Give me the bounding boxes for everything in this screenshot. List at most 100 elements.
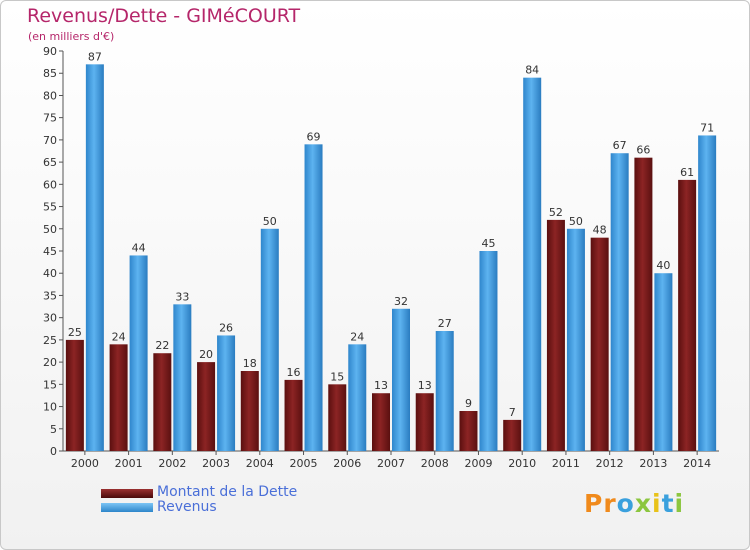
x-tick-label: 2002	[158, 457, 186, 470]
y-tick-label: 85	[43, 67, 57, 80]
x-tick-label: 2012	[596, 457, 624, 470]
logo-letter: i	[674, 489, 685, 518]
x-tick-label: 2000	[71, 457, 99, 470]
bar-debt	[590, 237, 609, 451]
value-label-debt: 13	[374, 379, 388, 392]
value-label-revenus: 87	[88, 50, 102, 63]
legend-swatch-debt	[101, 489, 153, 498]
bar-revenus	[654, 273, 673, 451]
value-label-debt: 52	[549, 206, 563, 219]
bar-debt	[678, 179, 697, 451]
value-label-debt: 22	[155, 339, 169, 352]
y-tick-label: 0	[50, 445, 57, 458]
value-labels: 25 87 24 44 22 33 20 26 18 50 16 69 15 24 13 32 13 27 9 45 7…	[68, 50, 714, 419]
bar-debt	[503, 419, 522, 451]
legend-label-revenus: Revenus	[157, 499, 217, 515]
x-tick-label: 2008	[421, 457, 449, 470]
x-tick-label: 2011	[552, 457, 580, 470]
chart-subtitle: (en milliers d'€)	[28, 30, 115, 43]
y-tick-label: 20	[43, 356, 57, 369]
bar-debt	[240, 371, 259, 451]
value-label-revenus: 50	[263, 215, 277, 228]
logo-letter: x	[634, 489, 652, 518]
y-tick-label: 15	[43, 378, 57, 391]
bar-revenus	[392, 308, 410, 451]
y-tick-label: 25	[43, 334, 57, 347]
bars	[65, 64, 717, 452]
bar-revenus	[173, 304, 192, 451]
bar-revenus	[479, 251, 498, 451]
x-tick-label: 2010	[508, 457, 536, 470]
value-label-debt: 7	[509, 406, 516, 419]
y-tick-label: 70	[43, 134, 57, 147]
y-tick-label: 60	[43, 178, 57, 191]
bar-debt	[328, 384, 347, 451]
bar-debt	[634, 157, 653, 451]
value-label-revenus: 32	[394, 295, 408, 308]
x-tick-label: 2005	[290, 457, 318, 470]
value-label-debt: 13	[418, 379, 432, 392]
value-label-revenus: 50	[569, 215, 583, 228]
bar-revenus	[610, 153, 629, 451]
bar-debt	[153, 353, 172, 451]
value-label-revenus: 45	[481, 237, 495, 250]
axes: 0 5 10 15 20 25 30 35 40 45 50 55 60 65 70 75 80 85 90 2000…	[43, 45, 719, 470]
bar-revenus	[348, 344, 367, 451]
bar-debt	[65, 339, 84, 451]
proxiti-logo: Proxiti	[584, 489, 684, 518]
value-label-debt: 24	[112, 330, 126, 343]
y-tick-label: 10	[43, 401, 57, 414]
x-tick-label: 2013	[639, 457, 667, 470]
value-label-revenus: 71	[700, 121, 714, 134]
value-label-revenus: 27	[438, 317, 452, 330]
bar-revenus	[217, 335, 236, 451]
bar-revenus	[129, 255, 148, 451]
logo-letter: o	[616, 489, 635, 518]
value-label-revenus: 69	[307, 130, 321, 143]
logo-letter: i	[652, 489, 662, 518]
value-label-debt: 61	[680, 166, 694, 179]
y-tick-label: 80	[43, 89, 57, 102]
x-tick-label: 2007	[377, 457, 405, 470]
x-tick-label: 2004	[246, 457, 274, 470]
y-tick-label: 35	[43, 289, 57, 302]
value-label-debt: 15	[330, 370, 344, 383]
bar-revenus	[304, 144, 323, 452]
value-label-debt: 18	[243, 357, 257, 370]
value-label-revenus: 84	[525, 64, 539, 77]
x-tick-label: 2014	[683, 457, 711, 470]
bar-revenus	[260, 228, 279, 451]
bar-debt	[109, 344, 128, 451]
bar-debt	[546, 219, 565, 451]
legend-label-debt: Montant de la Dette	[157, 484, 298, 500]
value-label-revenus: 67	[613, 139, 627, 152]
value-label-revenus: 44	[132, 241, 146, 254]
y-tick-label: 75	[43, 112, 57, 125]
value-label-debt: 66	[636, 144, 650, 157]
bar-revenus	[698, 135, 717, 451]
y-tick-label: 50	[43, 223, 57, 236]
x-tick-label: 2009	[464, 457, 492, 470]
bar-revenus	[85, 64, 104, 452]
bar-revenus	[523, 77, 542, 452]
value-label-debt: 16	[287, 366, 301, 379]
y-tick-label: 90	[43, 45, 57, 58]
bar-debt	[459, 411, 478, 451]
y-tick-label: 65	[43, 156, 57, 169]
logo-letter: P	[584, 489, 604, 518]
x-tick-label: 2003	[202, 457, 230, 470]
legend-swatch-revenus	[101, 503, 153, 512]
x-tick-label: 2001	[115, 457, 143, 470]
value-label-revenus: 26	[219, 321, 233, 334]
value-label-debt: 25	[68, 326, 82, 339]
value-label-debt: 20	[199, 348, 213, 361]
bar-debt	[284, 379, 303, 451]
y-tick-label: 45	[43, 245, 57, 258]
value-label-revenus: 40	[656, 259, 670, 272]
bar-debt	[415, 393, 434, 451]
value-label-revenus: 33	[175, 290, 189, 303]
logo-letter: r	[603, 489, 617, 518]
x-tick-label: 2006	[333, 457, 361, 470]
